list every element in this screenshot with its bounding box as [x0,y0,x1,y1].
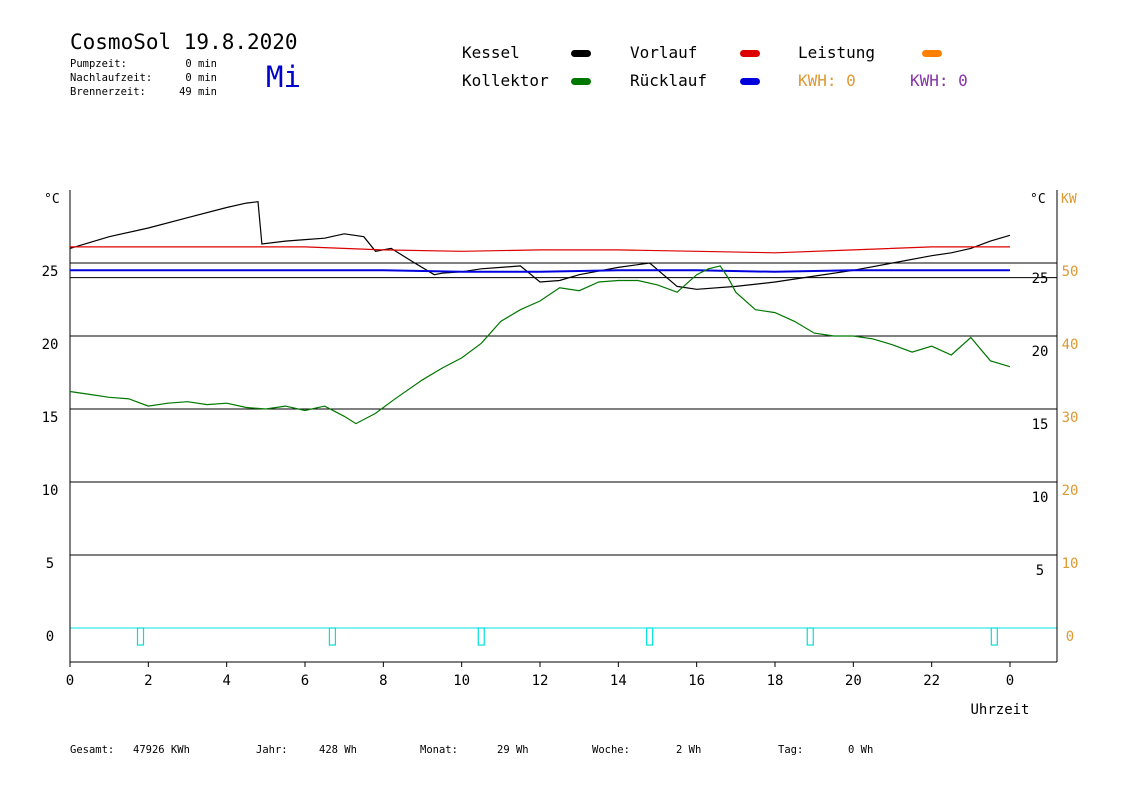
right-axis-unit-c: °C [1030,192,1046,207]
x-tick-label: 22 [923,673,940,689]
x-tick-label: 20 [845,673,862,689]
footer-woche-label: Woche: [592,744,630,756]
nachlauf-time-label: Nachlaufzeit: [70,72,153,84]
right-tick-label-kw: 40 [1062,337,1079,353]
pump-time-label: Pumpzeit: [70,58,127,70]
right-tick-label-c: 25 [1032,271,1049,287]
right-axis-unit-kw: KW [1061,192,1077,207]
pump-marker [136,627,145,646]
footer-monat-value: 29 Wh [497,744,529,756]
series-kollektor [69,265,1011,425]
right-tick-label-kw: 20 [1062,483,1079,499]
x-tick-label: 4 [222,673,230,689]
pump-marker [990,627,998,646]
footer-jahr-label: Jahr: [256,744,288,756]
x-tick-label: 8 [379,673,387,689]
legend-kwh-purple: KWH: 0 [910,71,968,90]
pump-time-value: 0 min [185,58,217,70]
pump-markers [136,627,998,646]
right-tick-label-c: 10 [1032,490,1049,506]
left-tick-label: 25 [42,264,59,280]
series-ruecklauf [70,269,1010,273]
x-tick-label: 2 [144,673,152,689]
right-tick-label-c: 15 [1032,417,1049,433]
brenner-time-value: 49 min [179,86,217,98]
left-tick-label: 20 [42,337,59,353]
pump-marker [328,627,337,646]
legend-kollektor-swatch [571,78,591,85]
legend-kollektor-label: Kollektor [462,71,549,90]
x-tick-label: 12 [532,673,549,689]
x-tick-label: 18 [767,673,784,689]
legend-kessel-swatch [571,50,591,57]
footer-woche-value: 2 Wh [676,744,702,756]
x-axis-title: Uhrzeit [970,702,1029,718]
left-axis-unit: °C [44,192,60,207]
x-tick-label: 0 [66,673,74,689]
right-tick-label-c: 5 [1036,563,1044,579]
grid-lines [70,262,1057,629]
chart-series [69,201,1011,425]
right-tick-label-kw: 50 [1062,264,1079,280]
x-tick-label: 14 [610,673,627,689]
legend-kwh-orange: KWH: 0 [798,71,856,90]
pump-marker [806,627,814,646]
series-vorlauf [70,246,1010,254]
page-title: CosmoSol 19.8.2020 [70,30,298,54]
legend-leistung-swatch [922,50,942,57]
brenner-time-label: Brennerzeit: [70,86,146,98]
chart-axes [69,190,1058,667]
axis-labels: 0 2 4 6 8 10 12 14 16 18 20 22 0 Uhrzeit °C 0 5 10 15 20 25 °… [42,192,1079,718]
legend-ruecklauf-label: Rücklauf [630,71,708,90]
pump-marker [477,627,485,646]
x-tick-label: 0 [1006,673,1014,689]
legend-leistung-label: Leistung [798,43,876,62]
legend-vorlauf-label: Vorlauf [630,43,698,62]
left-tick-label: 0 [46,629,54,645]
x-tick-label: 10 [453,673,470,689]
footer-gesamt-value: 47926 KWh [133,744,190,756]
pump-marker [646,627,654,646]
legend-vorlauf-swatch [740,50,760,57]
x-tick-label: 16 [688,673,705,689]
footer-monat-label: Monat: [420,744,458,756]
nachlauf-time-value: 0 min [185,72,217,84]
weekday-label: Mi [266,60,301,94]
right-tick-label-kw: 0 [1066,629,1074,645]
footer-gesamt-label: Gesamt: [70,744,115,756]
footer-jahr-value: 428 Wh [319,744,357,756]
left-tick-label: 5 [46,556,54,572]
legend-ruecklauf-swatch [740,78,760,85]
x-tick-label: 6 [301,673,309,689]
legend-kessel-label: Kessel [462,43,520,62]
right-tick-label-c: 20 [1032,344,1049,360]
left-tick-label: 15 [42,410,59,426]
right-tick-label-kw: 10 [1062,556,1079,572]
footer-tag-label: Tag: [778,744,804,756]
series-kessel [69,201,1011,290]
left-tick-label: 10 [42,483,59,499]
footer-tag-value: 0 Wh [848,744,874,756]
right-tick-label-kw: 30 [1062,410,1079,426]
